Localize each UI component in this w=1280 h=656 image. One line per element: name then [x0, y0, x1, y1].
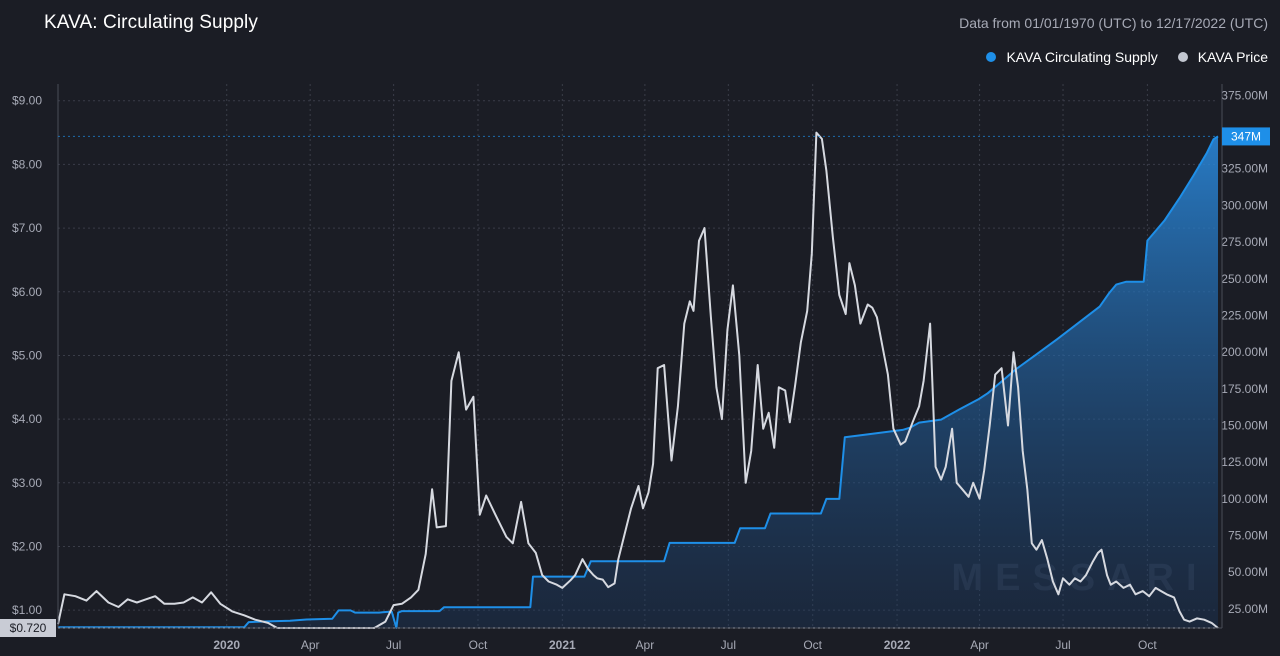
- price-last-label: $0.720: [10, 621, 47, 635]
- supply-last-label: 347M: [1231, 129, 1261, 143]
- right-tick-label: 250.00M: [1221, 272, 1268, 286]
- left-tick-label: $5.00: [12, 348, 42, 362]
- legend-dot-supply-icon: [986, 52, 997, 62]
- x-tick-label: Oct: [1138, 638, 1157, 652]
- left-tick-label: $4.00: [12, 412, 42, 426]
- x-tick-label: Jul: [721, 638, 736, 652]
- legend-dot-price-icon: [1177, 52, 1188, 62]
- date-range-label: Data from 01/01/1970 (UTC) to 12/17/2022…: [959, 15, 1268, 31]
- page-title: KAVA: Circulating Supply: [44, 12, 258, 33]
- right-tick-label: 125.00M: [1221, 455, 1268, 469]
- x-tick-label: 2020: [213, 638, 240, 652]
- left-tick-label: $8.00: [12, 157, 42, 171]
- right-tick-label: 75.00M: [1228, 529, 1268, 543]
- x-tick-label: 2022: [884, 638, 911, 652]
- chart-legend: KAVA Circulating Supply KAVA Price: [986, 49, 1268, 65]
- right-tick-label: 300.00M: [1221, 198, 1268, 212]
- right-tick-label: 175.00M: [1221, 382, 1268, 396]
- x-tick-label: Jul: [386, 638, 401, 652]
- x-tick-label: Oct: [803, 638, 822, 652]
- left-tick-label: $6.00: [12, 285, 42, 299]
- price-last-badge: [0, 619, 56, 637]
- left-tick-label: $1.00: [12, 603, 42, 617]
- x-tick-label: Apr: [301, 638, 320, 652]
- x-tick-label: 2021: [549, 638, 576, 652]
- right-tick-label: 200.00M: [1221, 345, 1268, 359]
- supply-line: [58, 135, 1219, 629]
- series-layer: [57, 131, 1219, 629]
- legend-label-price: KAVA Price: [1197, 49, 1268, 65]
- supply-area: [58, 136, 1218, 628]
- right-tick-label: 150.00M: [1221, 419, 1268, 433]
- legend-label-supply: KAVA Circulating Supply: [1006, 49, 1158, 65]
- right-tick-label: 225.00M: [1221, 308, 1268, 322]
- x-tick-label: Apr: [636, 638, 655, 652]
- marker-layer: 347M $0.720: [0, 127, 1270, 637]
- left-tick-label: $2.00: [12, 539, 42, 553]
- right-tick-label: 100.00M: [1221, 492, 1268, 506]
- supply-last-badge: [1222, 127, 1270, 146]
- right-tick-label: 325.00M: [1221, 162, 1268, 176]
- x-tick-label: Jul: [1055, 638, 1070, 652]
- legend-item-supply[interactable]: KAVA Circulating Supply: [986, 49, 1158, 65]
- x-tick-label: Apr: [970, 638, 989, 652]
- left-tick-label: $3.00: [12, 476, 42, 490]
- right-tick-label: 375.00M: [1221, 88, 1268, 102]
- x-tick-label: Oct: [469, 638, 488, 652]
- right-tick-label: 25.00M: [1228, 602, 1268, 616]
- legend-item-price[interactable]: KAVA Price: [1177, 49, 1268, 65]
- right-tick-label: 50.00M: [1228, 565, 1268, 579]
- left-tick-label: $7.00: [12, 221, 42, 235]
- left-tick-label: $9.00: [12, 94, 42, 108]
- right-tick-label: 275.00M: [1221, 235, 1268, 249]
